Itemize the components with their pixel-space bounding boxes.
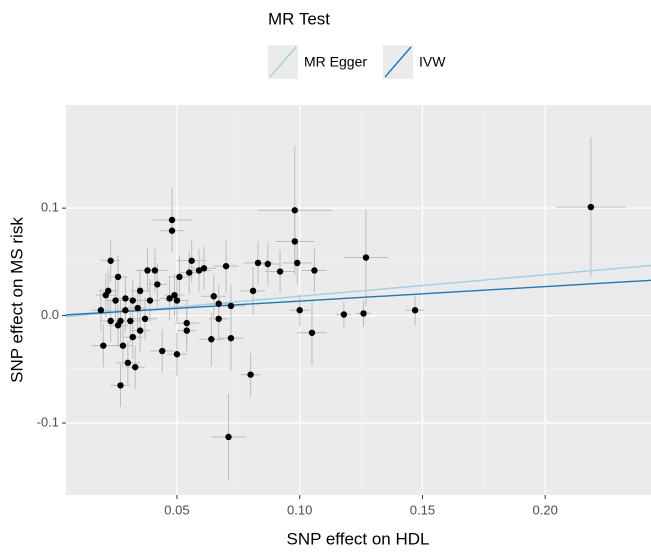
point [247,371,254,378]
point [208,336,215,343]
point [362,254,370,261]
point [127,317,134,325]
point [308,329,316,336]
point [107,317,114,325]
point [144,267,151,274]
point [195,267,203,274]
point [166,295,173,302]
legend-label: IVW [419,54,446,70]
point [360,310,367,317]
point [132,363,139,371]
point [176,273,183,281]
point [119,342,127,349]
point [227,334,235,342]
point [107,257,114,264]
legend-label: MR Egger [304,54,367,70]
point [225,433,232,441]
point [210,293,217,300]
point [264,260,271,268]
x-tick-label: 0.05 [164,502,189,517]
point [114,322,122,329]
y-tick-label: 0.0 [41,307,59,322]
point [117,382,124,389]
regression-line [66,264,651,318]
point [124,359,132,367]
point [222,262,230,270]
point [249,287,257,295]
y-tick-label: 0.1 [41,200,59,215]
point [411,307,419,314]
point [129,333,136,341]
point [587,203,595,211]
point [159,347,166,355]
point [183,319,190,327]
point [227,302,235,310]
point [102,291,109,299]
point [188,257,195,264]
point [186,269,193,276]
plot-content [66,137,651,480]
point [173,297,181,304]
point [129,297,136,304]
legend-swatch [384,46,412,78]
point [215,300,222,307]
point [122,295,129,302]
legend-title: MR Test [268,9,330,28]
plot-panel [66,105,651,495]
point [168,227,176,234]
y-axis-title: SNP effect on MS risk [7,217,26,383]
point [200,265,208,272]
point [136,327,144,334]
point [114,273,122,281]
point [154,281,161,288]
point [254,259,262,267]
point [141,315,149,323]
point [183,327,190,334]
x-tick-label: 0.10 [287,502,312,517]
point [311,267,318,274]
point [276,268,284,275]
point [291,207,298,214]
point [134,304,141,312]
point [215,315,222,323]
point [136,287,144,295]
point [171,291,178,299]
point [173,351,181,358]
x-tick-label: 0.15 [410,502,435,517]
point [168,216,176,224]
point [122,307,129,314]
regression-line [66,279,651,316]
point [291,238,298,245]
point [151,267,159,274]
point [97,307,105,314]
point [146,297,154,304]
x-tick-label: 0.20 [533,502,558,517]
point [294,259,301,267]
legend-swatch [269,46,297,78]
point [100,342,107,349]
point [112,297,119,304]
y-tick-label: -0.1 [37,414,59,429]
point [296,307,303,314]
point [340,311,348,318]
x-axis-title: SNP effect on HDL [286,529,429,548]
